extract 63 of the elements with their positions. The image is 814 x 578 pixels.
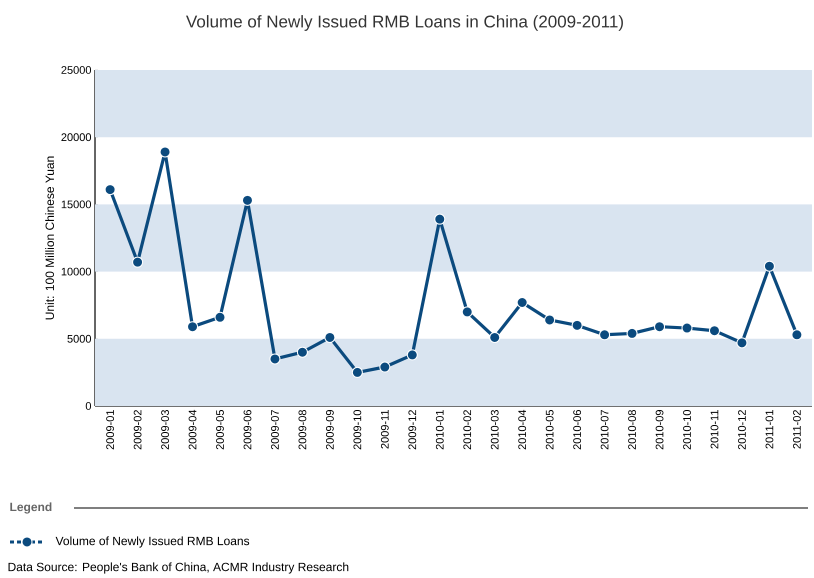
x-tick-label: 2011-01	[766, 410, 774, 449]
point	[654, 321, 666, 332]
x-tick-label: 2011-02	[793, 410, 801, 449]
point	[296, 346, 308, 358]
point	[736, 337, 748, 348]
point	[379, 362, 390, 373]
x-tick-label: 2009-08	[298, 410, 306, 450]
x-tick-label: 2009-12	[408, 410, 416, 450]
point	[599, 329, 610, 340]
point	[544, 314, 556, 326]
y-tick-label: 10000	[62, 268, 92, 276]
point	[187, 321, 198, 332]
x-tick-label: 2010-09	[656, 410, 664, 450]
y-tick-label: 25000	[61, 66, 92, 74]
x-tick-label: 2009-03	[161, 410, 169, 450]
x-tick-label: 2009-11	[380, 410, 389, 449]
point	[214, 312, 226, 323]
point	[269, 353, 280, 364]
y-tick-label: 5000	[67, 334, 92, 343]
x-tick-label: 2009-05	[216, 410, 224, 450]
x-tick-label: 2009-09	[326, 410, 334, 450]
point	[434, 214, 446, 225]
x-tick-label: 2009-04	[188, 410, 196, 450]
x-tick-label: 2009-02	[134, 410, 142, 450]
x-tick-label: 2010-02	[463, 410, 472, 450]
legend-label: Volume of Newly Issued RMB Loans	[56, 536, 250, 548]
point	[791, 329, 802, 340]
x-tick-label: 2010-11	[710, 410, 718, 449]
x-tick-label: 2009-01	[106, 410, 114, 450]
point	[516, 297, 528, 308]
y-tick-label: 20000	[61, 133, 92, 142]
y-tick-label: 15000	[62, 200, 92, 208]
x-tick-label: 2010-07	[600, 410, 608, 450]
legend-title: Legend	[10, 502, 52, 514]
y-axis-title: Unit: 100 Million Chinese Yuan	[45, 156, 54, 320]
point	[242, 194, 253, 206]
source-note: Data Source: People's Bank of China, ACMR Industry Research	[8, 562, 348, 574]
x-tick-label: 2010-06	[573, 410, 582, 450]
y-tick-label: 0	[86, 402, 92, 410]
x-tick-label: 2010-08	[628, 410, 636, 450]
point	[132, 256, 144, 268]
point	[489, 332, 500, 343]
point	[682, 322, 693, 334]
x-tick-label: 2010-04	[518, 410, 526, 450]
point	[324, 332, 336, 343]
x-tick-label: 2009-07	[271, 410, 279, 450]
x-tick-label: 2010-05	[546, 410, 554, 450]
x-tick-label: 2009-10	[353, 410, 362, 450]
point	[160, 146, 171, 158]
point	[406, 349, 418, 360]
x-tick-label: 2010-01	[436, 410, 444, 450]
point	[626, 328, 638, 339]
point	[708, 325, 720, 336]
point	[764, 260, 775, 272]
chart-title: Volume of Newly Issued RMB Loans in China (2009-2011)	[186, 15, 623, 31]
point	[462, 306, 473, 318]
point	[572, 320, 583, 331]
x-tick-label: 2009-06	[244, 410, 252, 450]
x-tick-label: 2010-12	[738, 410, 746, 450]
x-tick-label: 2010-10	[683, 410, 691, 450]
point	[352, 366, 363, 378]
x-tick-label: 2010-03	[490, 410, 499, 450]
point	[104, 184, 116, 196]
